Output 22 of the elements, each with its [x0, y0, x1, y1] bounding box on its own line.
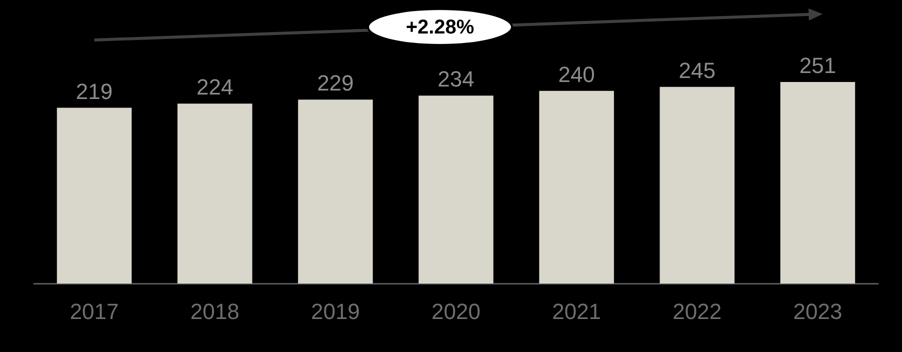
data-label: 245 — [678, 58, 716, 83]
bar — [298, 100, 373, 284]
text: +2.28% — [406, 16, 474, 39]
x-tick-label: 2020 — [432, 298, 480, 324]
x-tick-label: 2019 — [310, 298, 360, 324]
bar — [177, 104, 252, 284]
x-tick-label: 2021 — [552, 298, 602, 324]
bar — [780, 82, 856, 284]
x-tick-label: 2018 — [190, 298, 240, 324]
data-label: 234 — [438, 66, 474, 92]
x-tick-label: 2017 — [70, 298, 119, 324]
bar — [418, 96, 494, 284]
x-tick-label: 2022 — [672, 298, 722, 324]
bar — [539, 90, 614, 284]
bar — [660, 86, 735, 284]
x-tick-label: 2023 — [793, 298, 842, 324]
data-label: 229 — [317, 70, 354, 96]
data-label: 240 — [558, 62, 595, 87]
data-label: 224 — [196, 74, 234, 100]
data-label: 251 — [799, 53, 836, 78]
bar — [56, 108, 132, 284]
data-label: 219 — [76, 78, 113, 104]
